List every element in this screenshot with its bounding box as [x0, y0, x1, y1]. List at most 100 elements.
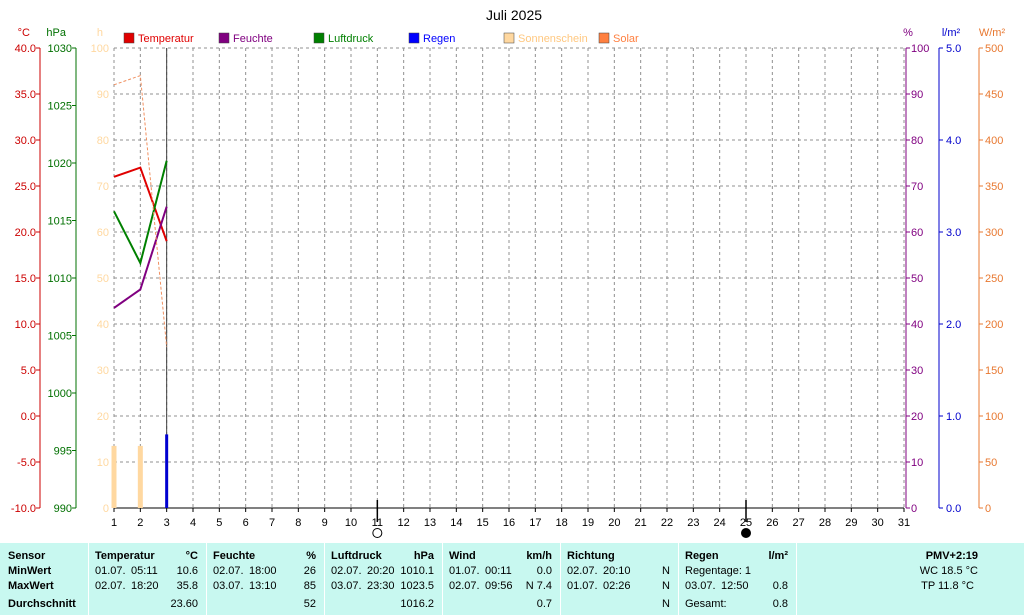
- temperature-unit: °C: [185, 550, 198, 562]
- x-tick-label: 13: [424, 517, 436, 529]
- x-tick-label: 12: [398, 517, 410, 529]
- durchschnitt-label: Durchschnitt: [8, 598, 76, 610]
- x-tick-label: 18: [556, 517, 568, 529]
- x-tick-label: 4: [190, 517, 196, 529]
- pressure-tick-label: 1010: [48, 273, 72, 285]
- temperature-tick-label: -5.0: [17, 457, 36, 469]
- humidity-min-time: 18:00: [249, 565, 277, 577]
- stats-humidity-column: Feuchte % 02.07. 18:00 26 03.07. 13:10 8…: [206, 543, 324, 615]
- humidity-max-time: 13:10: [249, 580, 277, 592]
- weather-chart: 1 2 3 4 5 6 7 8 9 10 11 12 13 14 15 16 17 18 19 20 21 22 23 24 2…: [11, 7, 1006, 538]
- pressure-max-value: 1023.5: [400, 580, 434, 592]
- humidity-max-value: 85: [303, 580, 316, 592]
- temperature-min-date: 01.07.: [95, 565, 126, 577]
- temperature-header: Temperatur: [95, 550, 155, 562]
- stats-direction-column: Richtung 02.07. 20:10 N 01.07. 02:26 N N: [560, 543, 678, 615]
- solar-tick-label: 400: [985, 135, 1003, 147]
- pressure-max-time: 23:30: [367, 580, 395, 592]
- rain-tick-label: 4.0: [946, 135, 961, 147]
- wind-max-value: N 7.4: [525, 580, 552, 592]
- direction-avg-value: N: [662, 598, 670, 610]
- chart-grid: [113, 47, 905, 509]
- x-tick-label: 16: [503, 517, 515, 529]
- sunshine-unit-label: h: [97, 27, 103, 39]
- pressure-unit: hPa: [413, 550, 434, 562]
- pressure-tick-label: 995: [54, 446, 72, 458]
- pressure-tick-label: 1005: [48, 331, 72, 343]
- rain-tick-label: 3.0: [946, 227, 961, 239]
- legend-label-1: Feuchte: [233, 33, 273, 45]
- temperature-avg-value: 23.60: [170, 598, 198, 610]
- temperature-tick-label: 25.0: [15, 181, 36, 193]
- chart-lines: [113, 74, 168, 348]
- stats-rain-column: Regen l/m² Regentage: 1 03.07. 12:50 0.8…: [678, 543, 796, 615]
- stats-temperature-column: Temperatur °C 01.07. 05:11 10.6 02.07. 1…: [88, 543, 206, 615]
- x-tick-label: 21: [635, 517, 647, 529]
- humidity-tick-label: 70: [911, 181, 923, 193]
- x-tick-label: 29: [845, 517, 857, 529]
- pressure-header: Luftdruck: [331, 550, 382, 562]
- rain-total-value: 0.8: [772, 598, 788, 610]
- sunshine-tick-label: 90: [97, 89, 109, 101]
- pmv-header: PMV+2:19: [925, 550, 978, 562]
- full-moon-icon: [372, 528, 383, 538]
- legend-label-5: Solar: [613, 33, 639, 45]
- sunshine-tick-label: 50: [97, 273, 109, 285]
- pressure-min-value: 1010.1: [400, 565, 434, 577]
- dewpoint-value: TP 11.8 °C: [921, 580, 974, 592]
- pressure-tick-label: 1030: [48, 43, 72, 55]
- rain-unit-label: l/m²: [942, 27, 961, 39]
- sensor-header: Sensor: [8, 550, 46, 562]
- solar-tick-label: 250: [985, 273, 1003, 285]
- humidity-unit-label: %: [903, 27, 913, 39]
- temperature-max-time: 18:20: [131, 580, 159, 592]
- x-tick-label: 28: [819, 517, 831, 529]
- x-tick-label: 24: [714, 517, 726, 529]
- rain-max-date: 03.07.: [685, 580, 716, 592]
- temperature-tick-label: 40.0: [15, 43, 36, 55]
- rain-tick-label: 1.0: [946, 411, 961, 423]
- rain-bar-day-3: [165, 434, 169, 508]
- wind-min-date: 01.07.: [449, 565, 480, 577]
- direction-max-value: N: [662, 580, 670, 592]
- pressure-max-date: 03.07.: [331, 580, 362, 592]
- solar-tick-label: 100: [985, 411, 1003, 423]
- humidity-tick-label: 100: [911, 43, 929, 55]
- rain-max-time: 12:50: [721, 580, 749, 592]
- humidity-avg-value: 52: [303, 598, 316, 610]
- humidity-unit: %: [306, 550, 316, 562]
- chart-bars: [111, 434, 169, 508]
- direction-max-date: 01.07.: [567, 580, 598, 592]
- wind-max-time: 09:56: [485, 580, 513, 592]
- humidity-min-value: 26: [303, 565, 316, 577]
- stats-pmv-column: PMV+2:19 WC 18.5 °C TP 11.8 °C: [796, 543, 1024, 615]
- legend-label-0: Temperatur: [138, 33, 194, 45]
- temperature-unit-label: °C: [18, 27, 30, 39]
- rain-header: Regen: [685, 550, 719, 562]
- sunshine-bar-day-1: [111, 445, 117, 508]
- x-tick-label: 5: [216, 517, 222, 529]
- chart-axes: 1 2 3 4 5 6 7 8 9 10 11 12 13 14 15 16 17 18 19 20 21 22 23 24 2…: [11, 27, 1006, 538]
- wind-avg-value: 0.7: [536, 598, 552, 610]
- chart-title: Juli 2025: [486, 7, 542, 23]
- rain-tick-label: 0.0: [946, 503, 961, 515]
- temperature-max-value: 35.8: [176, 580, 198, 592]
- rain-days: Regentage: 1: [685, 565, 752, 577]
- x-tick-label: 15: [477, 517, 489, 529]
- x-tick-label: 8: [295, 517, 301, 529]
- x-tick-label: 19: [582, 517, 594, 529]
- wind-header: Wind: [449, 550, 476, 562]
- x-tick-label: 17: [529, 517, 541, 529]
- solar-unit-label: W/m²: [979, 27, 1006, 39]
- x-tick-label: 6: [243, 517, 249, 529]
- x-tick-label: 26: [766, 517, 778, 529]
- rain-max-value: 0.8: [772, 580, 788, 592]
- solar-tick-label: 450: [985, 89, 1003, 101]
- pressure-min-date: 02.07.: [331, 565, 362, 577]
- solar-tick-label: 50: [985, 457, 997, 469]
- humidity-header: Feuchte: [213, 550, 256, 562]
- temperature-tick-label: -10.0: [11, 503, 36, 515]
- humidity-tick-label: 40: [911, 319, 923, 331]
- stats-wind-column: Wind km/h 01.07. 00:11 0.0 02.07. 09:56 …: [442, 543, 560, 615]
- x-tick-label: 10: [345, 517, 357, 529]
